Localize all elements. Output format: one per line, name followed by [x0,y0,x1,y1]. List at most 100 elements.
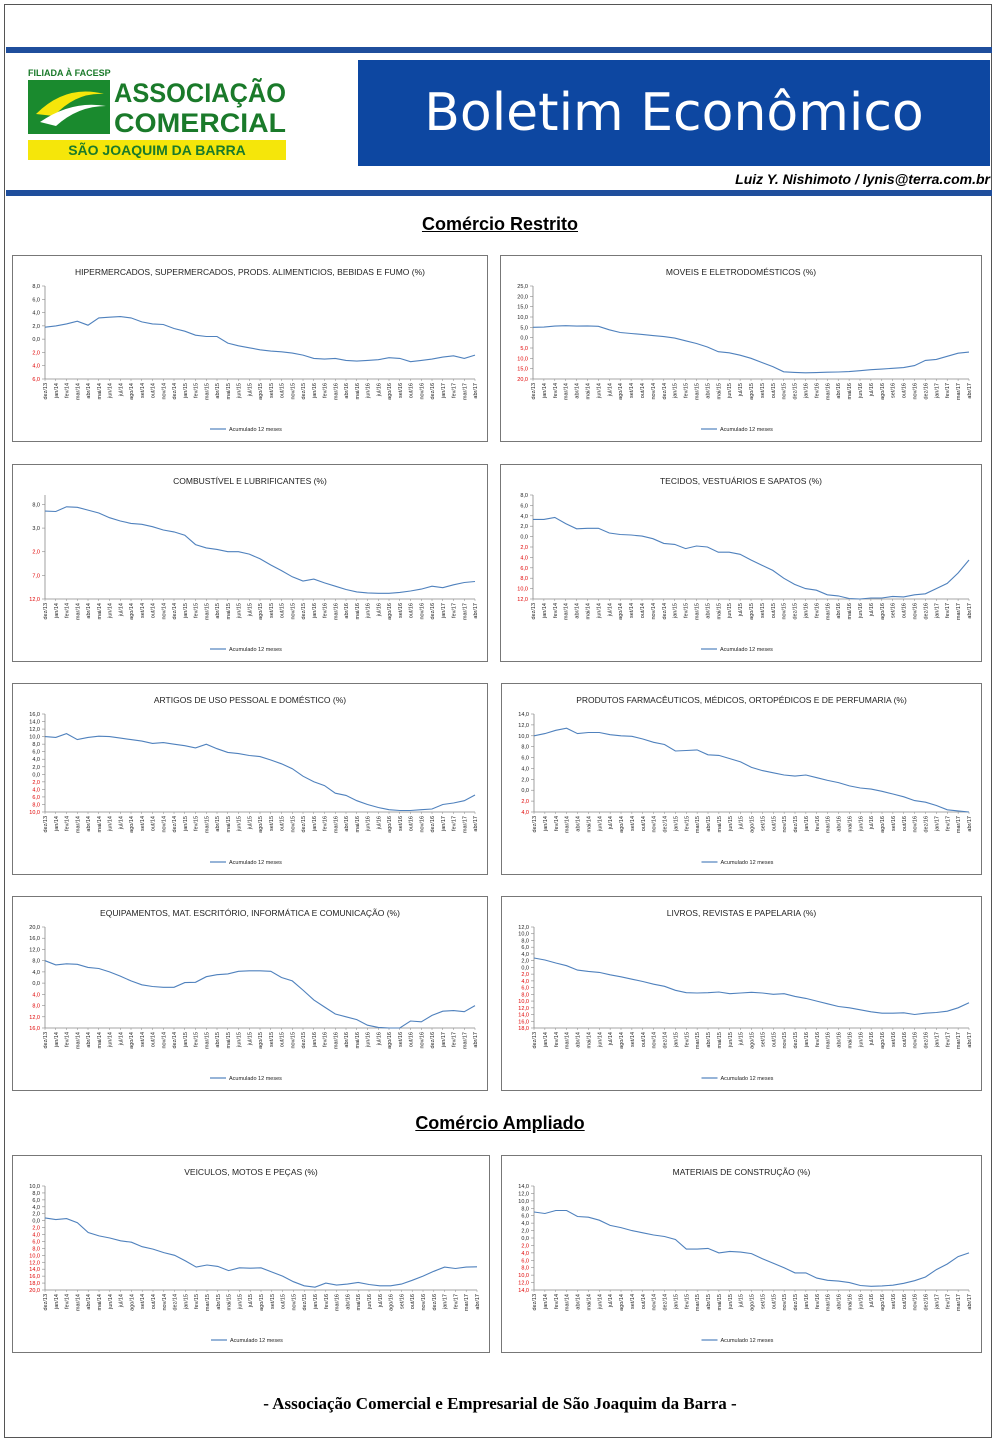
y-tick-label: 18,0 [29,1281,40,1287]
x-tick-label: ago/15 [258,383,264,400]
x-tick-label: mai/15 [717,1294,723,1311]
y-tick-label: 2,0 [521,959,529,965]
line [533,516,970,600]
x-tick-label: out/16 [409,383,415,398]
x-tick-label: nov/14 [161,603,167,620]
x-tick-label: mar/17 [956,1294,962,1311]
x-tick-label: jan/16 [804,816,810,832]
y-tick-label: 10,0 [518,999,529,1005]
x-tick-label: dez/16 [430,603,436,620]
y-tick-label: 8,0 [32,284,40,290]
x-tick-label: nov/16 [419,383,425,400]
x-tick-label: out/14 [640,603,646,618]
x-tick-label: jun/15 [237,383,243,399]
y-tick-label: 8,0 [32,502,40,508]
x-tick-label: fev/16 [323,603,329,618]
x-tick-label: out/15 [771,1032,777,1047]
x-tick-label: jun/15 [237,603,243,619]
line [44,960,476,1029]
x-tick-label: ago/15 [750,816,756,833]
y-tick-label: 4,0 [521,810,529,816]
x-tick-label: jan/14 [54,383,60,399]
x-tick-label: dez/15 [793,1032,799,1049]
x-tick-label: abr/14 [86,1032,92,1048]
x-tick-label: fev/16 [815,1032,821,1047]
x-tick-label: mai/14 [586,603,592,620]
x-tick-label: jan/16 [312,816,318,832]
x-tick-label: abr/17 [967,1032,973,1048]
y-tick-label: 6,0 [32,377,40,383]
x-tick-label: abr/16 [344,603,350,619]
x-tick-label: mar/15 [695,1032,701,1049]
x-tick-label: jun/14 [596,603,602,619]
x-tick-label: mai/15 [716,603,722,620]
x-tick-label: jul/16 [376,816,382,830]
chart-panel: PRODUTOS FARMACÊUTICOS, MÉDICOS, ORTOPÉD… [501,683,982,875]
x-tick-label: mar/15 [204,383,210,400]
x-tick-label: abr/15 [706,1294,712,1310]
y-tick-label: 4,0 [521,979,529,985]
x-tick-label: ago/14 [129,603,135,620]
x-tick-label: set/16 [891,1032,897,1047]
y-tick-label: 12,0 [518,723,529,729]
x-tick-label: jun/16 [366,603,372,619]
y-tick-label: 4,0 [520,514,528,520]
y-tick-label: 15,0 [517,367,528,373]
logo-band [28,140,286,160]
x-tick-label: nov/14 [162,1294,168,1311]
y-tick-label: 2,0 [521,799,529,805]
x-tick-label: out/16 [902,383,908,398]
x-tick-label: jul/14 [608,816,614,830]
x-tick-label: out/15 [280,1032,286,1047]
logo-swoosh [40,104,106,126]
x-tick-label: jul/15 [247,603,253,617]
x-tick-label: nov/16 [913,603,919,620]
x-tick-label: mai/14 [97,383,103,400]
x-tick-label: mar/16 [826,1032,832,1049]
y-tick-label: 7,0 [32,573,40,579]
x-tick-label: mai/14 [586,1294,592,1311]
x-tick-label: nov/15 [290,1032,296,1049]
y-tick-label: 18,0 [518,1026,529,1032]
y-tick-label: 6,0 [32,1198,40,1204]
x-tick-label: out/15 [771,603,777,618]
x-tick-label: jul/15 [738,383,744,397]
x-tick-label: jan/17 [934,816,940,832]
y-tick-label: 8,0 [521,1266,529,1272]
y-tick-label: 4,0 [32,992,40,998]
x-tick-label: mar/16 [825,603,831,620]
chart-panel: HIPERMERCADOS, SUPERMERCADOS, PRODS. ALI… [12,255,488,442]
x-tick-label: mar/15 [695,603,701,620]
x-tick-label: abr/14 [576,816,582,832]
x-tick-label: out/15 [281,1294,287,1309]
x-tick-label: jun/16 [858,603,864,619]
chart-title: TECIDOS, VESTUÁRIOS E SAPATOS (%) [660,476,822,486]
x-tick-label: out/14 [151,1032,157,1047]
x-tick-label: mai/15 [226,1032,232,1049]
x-tick-label: set/16 [891,383,897,398]
x-tick-label: set/16 [398,603,404,618]
legend-label: Acumulado 12 meses [229,427,282,433]
x-tick-label: ago/16 [880,1032,886,1049]
x-tick-label: jul/14 [118,816,124,830]
x-tick-label: jan/16 [312,383,318,399]
line [533,727,970,813]
x-tick-label: abr/14 [575,383,581,399]
x-tick-label: jun/14 [108,1032,114,1048]
line [533,1209,970,1287]
x-tick-label: set/15 [269,603,275,618]
chart: TECIDOS, VESTUÁRIOS E SAPATOS (%) 8,0 6,0 4… [517,476,973,653]
x-tick-label: ago/14 [619,1294,625,1311]
x-tick-label: ago/14 [618,383,624,400]
x-tick-label: abr/15 [216,1294,222,1310]
x-tick-label: jan/14 [543,1294,549,1310]
x-tick-label: mar/16 [333,603,339,620]
x-tick-label: nov/14 [161,383,167,400]
chart-title: COMBUSTÍVEL E LUBRIFICANTES (%) [173,476,327,486]
x-tick-label: dez/14 [663,1032,669,1049]
x-tick-label: abr/15 [215,383,221,399]
x-tick-label: nov/15 [782,1294,788,1311]
x-tick-label: jan/14 [542,383,548,399]
x-tick-label: nov/14 [651,383,657,400]
x-tick-label: mar/14 [75,816,81,833]
